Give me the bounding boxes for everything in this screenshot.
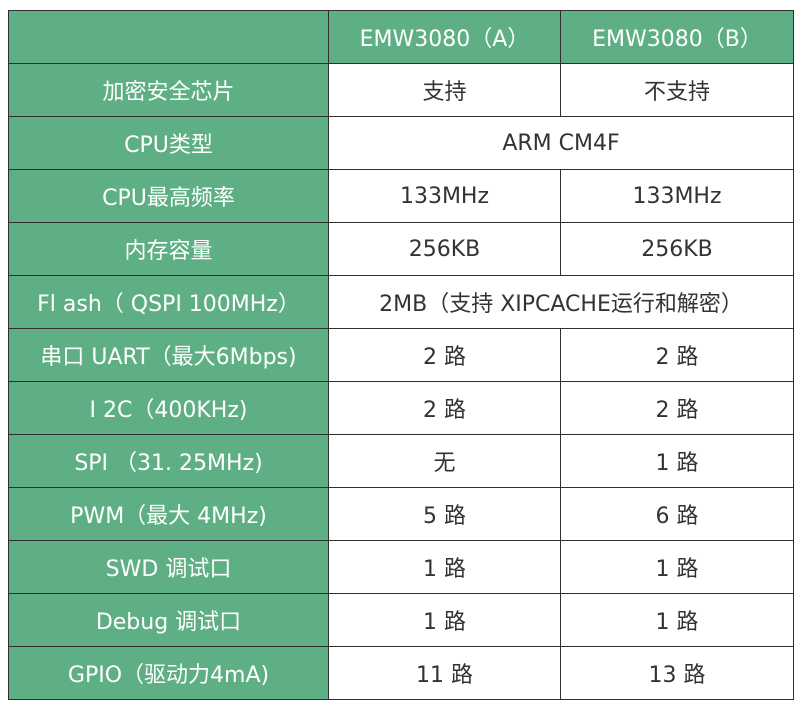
header-corner-cell	[8, 10, 329, 64]
column-header-emw3080a: EMW3080（A）	[328, 10, 561, 64]
value-a: 支持	[328, 63, 561, 117]
merged-value: 2MB（支持 XIPCACHE运行和解密）	[328, 275, 794, 329]
table-row: PWM（最大 4MHz) 5 路 6 路	[8, 487, 794, 541]
value-a: 256KB	[328, 222, 561, 276]
value-b: 256KB	[560, 222, 794, 276]
row-label: PWM（最大 4MHz)	[8, 487, 329, 541]
value-b: 1 路	[560, 540, 794, 594]
table-row: I 2C（400KHz) 2 路 2 路	[8, 381, 794, 435]
table-row: 串口 UART（最大6Mbps) 2 路 2 路	[8, 328, 794, 382]
value-b: 13 路	[560, 646, 794, 700]
value-a: 2 路	[328, 381, 561, 435]
row-label: I 2C（400KHz)	[8, 381, 329, 435]
value-b: 133MHz	[560, 169, 794, 223]
row-label: CPU类型	[8, 116, 329, 170]
value-a: 1 路	[328, 593, 561, 647]
table-row: SWD 调试口 1 路 1 路	[8, 540, 794, 594]
value-b: 2 路	[560, 381, 794, 435]
value-b: 不支持	[560, 63, 794, 117]
value-b: 1 路	[560, 434, 794, 488]
table-header-row: EMW3080（A） EMW3080（B）	[8, 10, 794, 64]
row-label: CPU最高频率	[8, 169, 329, 223]
value-b: 6 路	[560, 487, 794, 541]
table-row: 加密安全芯片 支持 不支持	[8, 63, 794, 117]
row-label: SWD 调试口	[8, 540, 329, 594]
value-a: 11 路	[328, 646, 561, 700]
value-a: 1 路	[328, 540, 561, 594]
table-row: CPU类型 ARM CM4F	[8, 116, 794, 170]
row-label: GPIO（驱动力4mA)	[8, 646, 329, 700]
value-a: 5 路	[328, 487, 561, 541]
row-label: SPI （31. 25MHz)	[8, 434, 329, 488]
row-label: Fl ash（ QSPI 100MHz）	[8, 275, 329, 329]
column-header-emw3080b: EMW3080（B）	[560, 10, 794, 64]
row-label: Debug 调试口	[8, 593, 329, 647]
comparison-table-container: EMW3080（A） EMW3080（B） 加密安全芯片 支持 不支持 CPU类…	[8, 10, 794, 700]
row-label: 加密安全芯片	[8, 63, 329, 117]
value-a: 133MHz	[328, 169, 561, 223]
value-b: 2 路	[560, 328, 794, 382]
comparison-table: EMW3080（A） EMW3080（B） 加密安全芯片 支持 不支持 CPU类…	[8, 10, 794, 700]
table-row: GPIO（驱动力4mA) 11 路 13 路	[8, 646, 794, 700]
value-a: 2 路	[328, 328, 561, 382]
row-label: 内存容量	[8, 222, 329, 276]
table-row: SPI （31. 25MHz) 无 1 路	[8, 434, 794, 488]
table-row: CPU最高频率 133MHz 133MHz	[8, 169, 794, 223]
value-b: 1 路	[560, 593, 794, 647]
table-row: Debug 调试口 1 路 1 路	[8, 593, 794, 647]
table-row: 内存容量 256KB 256KB	[8, 222, 794, 276]
row-label: 串口 UART（最大6Mbps)	[8, 328, 329, 382]
value-a: 无	[328, 434, 561, 488]
table-row: Fl ash（ QSPI 100MHz） 2MB（支持 XIPCACHE运行和解…	[8, 275, 794, 329]
merged-value: ARM CM4F	[328, 116, 794, 170]
